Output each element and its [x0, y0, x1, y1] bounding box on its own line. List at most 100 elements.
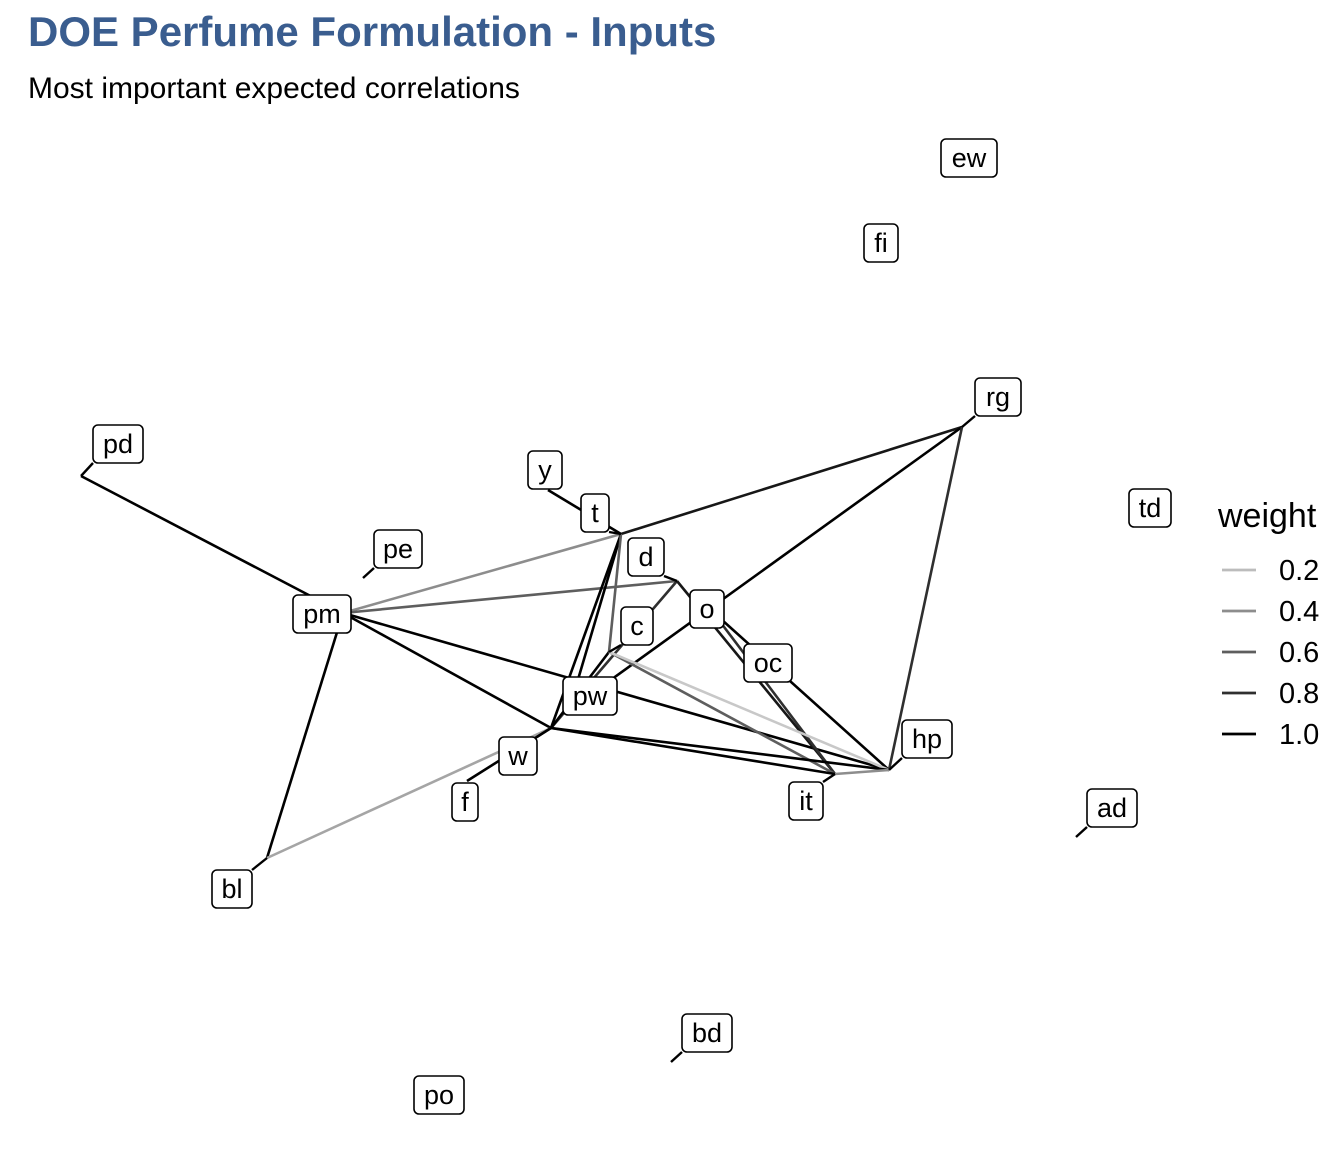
- node-box-oc: [743, 643, 793, 683]
- node-label-ew: ew: [952, 143, 987, 173]
- node-label-po: po: [424, 1080, 454, 1110]
- node-box-bd: [681, 1013, 733, 1053]
- node-box-po: [413, 1075, 465, 1115]
- node-leader-c: [608, 643, 622, 654]
- edge-pm-w: [342, 611, 552, 730]
- edge-it-hp: [834, 768, 890, 776]
- legend-title: weight: [1217, 497, 1317, 535]
- node-leader-t: [608, 530, 622, 536]
- node-label-rg: rg: [986, 382, 1010, 412]
- node-leader-hp: [888, 757, 903, 771]
- node-leader-pe: [362, 567, 375, 579]
- node-oc: oc: [743, 643, 793, 683]
- node-d: d: [627, 537, 678, 583]
- node-pe: pe: [362, 529, 423, 579]
- node-fi: fi: [863, 223, 899, 263]
- node-w: w: [498, 726, 552, 776]
- node-leader-rg: [961, 415, 976, 428]
- node-box-ew: [940, 138, 998, 178]
- edge-pm-bl: [265, 612, 345, 859]
- edge-pm-d: [342, 579, 678, 615]
- node-label-bl: bl: [221, 874, 242, 904]
- node-t: t: [580, 493, 622, 536]
- node-label-pm: pm: [303, 599, 341, 629]
- node-label-c: c: [630, 611, 644, 641]
- edge-o-it: [710, 610, 837, 775]
- edge-rg-hp: [887, 426, 964, 771]
- node-leader-w: [536, 726, 552, 739]
- node-box-it: [788, 781, 824, 821]
- node-box-hp: [901, 719, 953, 759]
- node-rg: rg: [961, 377, 1022, 428]
- node-ew: ew: [940, 138, 998, 178]
- node-leader-ad: [1075, 826, 1088, 838]
- node-box-bl: [211, 869, 253, 909]
- node-box-pm: [292, 594, 352, 634]
- edge-t-rg: [620, 425, 963, 536]
- node-label-td: td: [1139, 493, 1162, 523]
- edge-w-hp: [550, 726, 890, 772]
- node-bl: bl: [211, 857, 268, 909]
- legend-label-4: 1.0: [1279, 719, 1319, 751]
- node-label-bd: bd: [692, 1018, 722, 1048]
- node-label-d: d: [638, 542, 653, 572]
- node-label-pw: pw: [573, 681, 608, 711]
- node-leader-bl: [251, 857, 268, 871]
- legend-label-3: 0.8: [1279, 678, 1319, 710]
- node-box-d: [627, 537, 665, 577]
- edge-pm-t: [342, 532, 622, 615]
- node-td: td: [1128, 488, 1172, 528]
- node-box-f: [451, 782, 479, 822]
- node-box-td: [1128, 488, 1172, 528]
- node-label-ad: ad: [1097, 793, 1127, 823]
- node-box-t: [580, 493, 610, 533]
- legend-label-0: 0.2: [1279, 555, 1319, 587]
- node-box-ad: [1086, 788, 1138, 828]
- node-label-pd: pd: [103, 429, 133, 459]
- node-label-fi: fi: [874, 228, 888, 258]
- edge-o-hp: [711, 610, 890, 771]
- node-po: po: [413, 1075, 465, 1115]
- node-box-y: [527, 450, 563, 490]
- node-leader-d: [663, 574, 678, 583]
- chart-title: DOE Perfume Formulation - Inputs: [28, 8, 717, 55]
- weight-legend: weight 0.2 0.4 0.6 0.8 1.0: [1217, 497, 1319, 751]
- node-c: c: [608, 606, 654, 654]
- node-label-t: t: [591, 498, 599, 528]
- node-leader-pd: [80, 462, 94, 477]
- edge-t-c: [607, 533, 623, 653]
- node-leader-bd: [670, 1051, 683, 1063]
- node-label-oc: oc: [754, 648, 783, 678]
- node-o: o: [689, 589, 725, 629]
- node-box-c: [620, 606, 654, 646]
- node-label-f: f: [461, 787, 469, 817]
- node-pd: pd: [80, 424, 144, 477]
- edge-layer: [80, 425, 964, 860]
- node-box-o: [689, 589, 725, 629]
- node-box-rg: [974, 377, 1022, 417]
- node-y: y: [527, 450, 563, 490]
- node-pw: pw: [562, 676, 618, 716]
- node-box-fi: [863, 223, 899, 263]
- chart-subtitle: Most important expected correlations: [28, 72, 520, 105]
- legend-label-1: 0.4: [1279, 596, 1319, 628]
- node-f: f: [451, 782, 479, 822]
- edge-c-it: [608, 650, 836, 776]
- node-label-o: o: [699, 594, 714, 624]
- node-box-pd: [92, 424, 144, 464]
- node-box-pw: [562, 676, 618, 716]
- node-label-y: y: [538, 455, 552, 485]
- node-label-hp: hp: [912, 724, 942, 754]
- node-bd: bd: [670, 1013, 733, 1063]
- node-box-w: [498, 736, 538, 776]
- node-label-it: it: [799, 786, 813, 816]
- edge-pd-pm: [80, 474, 344, 615]
- node-hp: hp: [888, 719, 953, 771]
- node-leader-it: [822, 773, 836, 783]
- node-label-w: w: [507, 741, 528, 771]
- node-box-pe: [373, 529, 423, 569]
- node-it: it: [788, 773, 836, 821]
- edge-w-it: [550, 726, 836, 776]
